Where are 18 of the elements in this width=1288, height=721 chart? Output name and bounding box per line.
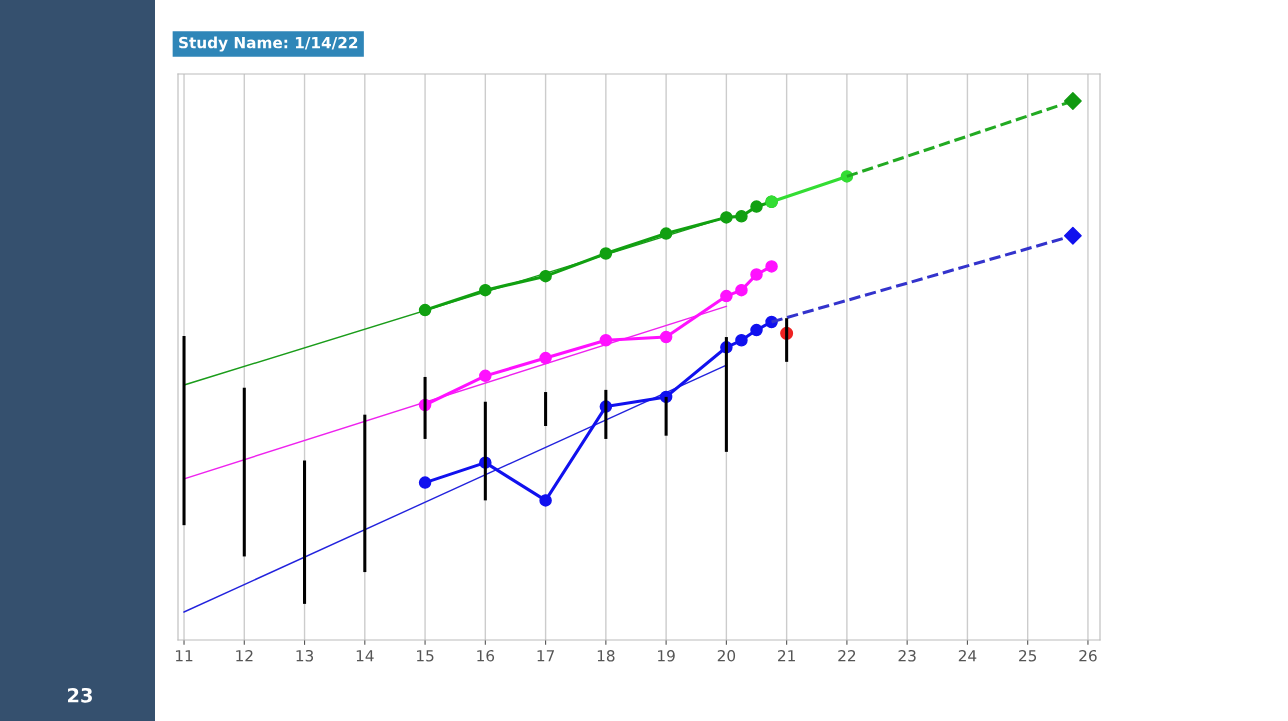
x-tick-label: 25	[1019, 649, 1037, 662]
x-tick-label: 26	[1079, 649, 1097, 662]
x-tick-label: 16	[477, 649, 495, 662]
x-tick-label: 24	[958, 649, 977, 662]
x-tick-label: 17	[537, 650, 555, 662]
x-tick-label: 11	[175, 650, 193, 662]
x-tick-label: 14	[356, 650, 374, 662]
chart-title: Study Name: 1/14/22	[179, 36, 358, 52]
x-tick-label: 13	[296, 649, 314, 662]
x-tick-label: 22	[838, 649, 856, 662]
x-tick-label: 18	[597, 649, 615, 662]
x-tick-label: 20	[717, 649, 736, 662]
x-tick-label: 21	[778, 649, 795, 662]
x-tick-label: 23	[898, 649, 916, 662]
x-tick-label: 12	[236, 649, 253, 662]
text: 23	[68, 687, 92, 703]
x-tick-label: 15	[417, 650, 434, 662]
x-tick-label: 19	[658, 649, 675, 662]
